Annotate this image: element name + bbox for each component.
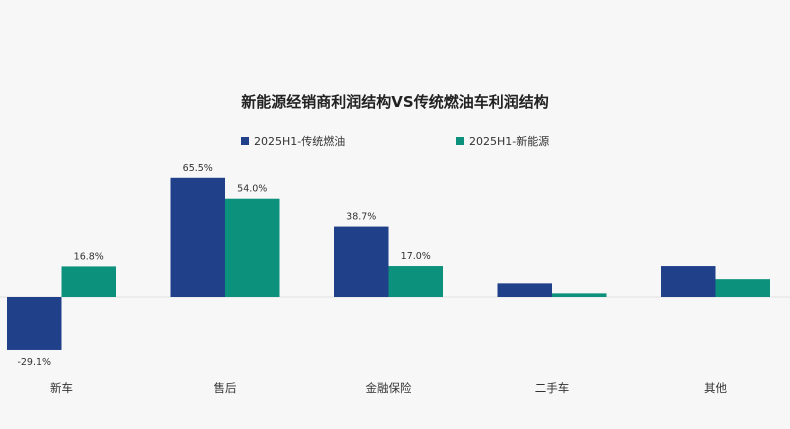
bar-traditional-1: [170, 177, 225, 297]
category-labels-group: 新车 售后 金融保险 二手车 其他: [50, 381, 727, 395]
chart-title: 新能源经销商利润结构VS传统燃油车利润结构: [241, 93, 548, 111]
bar-traditional-2: [334, 226, 389, 297]
bar-traditional-3: [497, 283, 552, 297]
legend: 2025H1-传统燃油 2025H1-新能源: [241, 134, 549, 148]
data-label-traditional-0: -29.1%: [17, 357, 51, 368]
bar-traditional-0: [7, 297, 62, 350]
bar-nev-3: [552, 293, 607, 297]
data-label-nev-0: 16.8%: [74, 251, 104, 262]
data-labels-group: -29.1% 16.8% 65.5% 54.0% 38.7% 17.0%: [17, 163, 430, 368]
data-label-traditional-2: 38.7%: [346, 212, 376, 223]
bar-traditional-4: [661, 266, 716, 297]
category-label-3: 二手车: [535, 381, 570, 395]
legend-label-traditional: 2025H1-传统燃油: [254, 134, 345, 148]
category-label-1: 售后: [214, 381, 237, 395]
bar-nev-2: [388, 266, 443, 297]
category-label-2: 金融保险: [366, 381, 412, 395]
category-label-0: 新车: [50, 381, 73, 395]
legend-label-nev: 2025H1-新能源: [469, 134, 549, 148]
data-label-traditional-1: 65.5%: [183, 163, 213, 174]
legend-swatch-nev: [456, 137, 464, 145]
data-label-nev-2: 17.0%: [401, 251, 431, 262]
bar-nev-1: [225, 198, 280, 297]
category-label-4: 其他: [704, 381, 727, 395]
bars-group: [7, 177, 770, 350]
bar-nev-4: [715, 279, 770, 297]
data-label-nev-1: 54.0%: [237, 184, 267, 195]
legend-swatch-traditional: [241, 137, 249, 145]
bar-nev-0: [61, 266, 116, 297]
